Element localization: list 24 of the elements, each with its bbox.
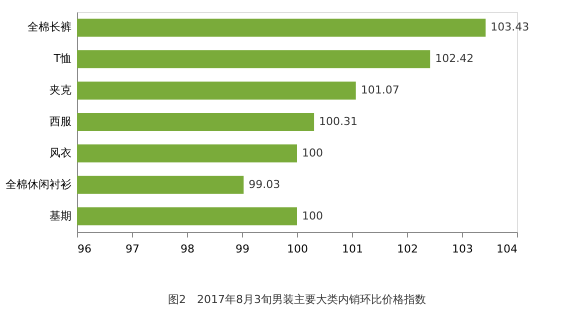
x-tick-label: 99	[236, 242, 250, 256]
data-label: 103.43	[490, 20, 530, 34]
y-tick-label: 夹克	[50, 84, 72, 97]
x-tick-label: 102	[397, 242, 418, 256]
y-tick-label: 西服	[50, 115, 72, 128]
data-label: 100	[302, 209, 323, 222]
y-tick-label: T恤	[52, 52, 72, 66]
x-tick-label: 104	[496, 242, 518, 256]
x-tick-label: 100	[287, 242, 308, 256]
data-label: 99.03	[248, 178, 280, 191]
y-tick-label: 风衣	[50, 146, 72, 160]
x-tick-label: 98	[180, 242, 194, 256]
y-tick-label: 全棉长裤	[28, 20, 72, 34]
x-tick-label: 96	[78, 242, 92, 256]
data-label: 100.31	[319, 115, 358, 128]
text: 图2 2017年8月3旬男装主要大类内销环比价格指数	[168, 293, 426, 306]
data-label: 102.42	[435, 52, 474, 66]
data-label: 100	[302, 146, 323, 160]
x-tick-label: 101	[342, 242, 363, 256]
data-label: 101.07	[360, 84, 400, 97]
y-tick-label: 全棉休闲衬衫	[6, 178, 72, 191]
y-tick-label: 基期	[50, 209, 72, 222]
x-tick-label: 97	[126, 242, 140, 256]
x-tick-label: 103	[452, 242, 473, 256]
